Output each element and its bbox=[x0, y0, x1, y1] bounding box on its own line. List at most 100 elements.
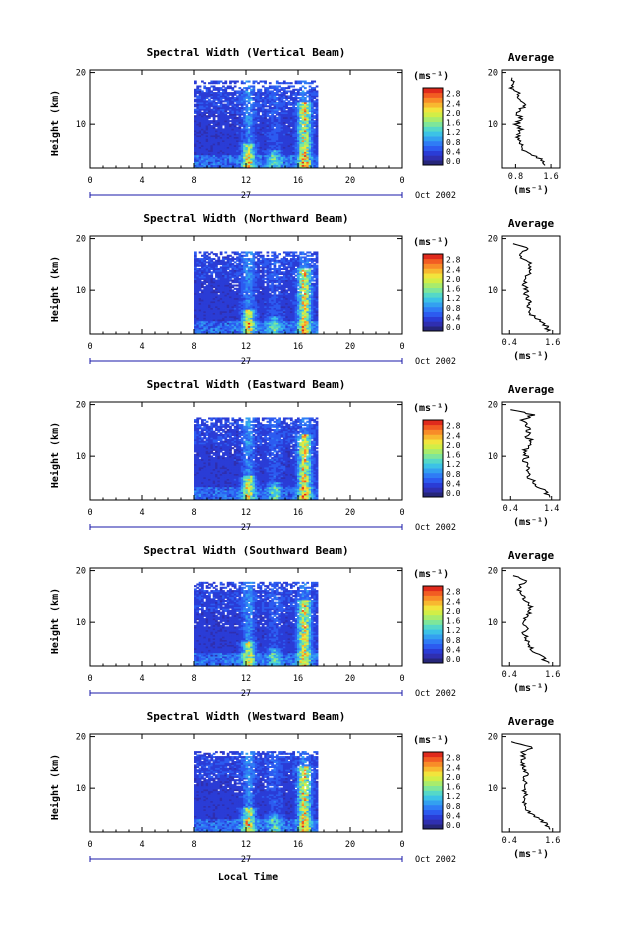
heatmap-cell bbox=[303, 153, 307, 156]
heatmap-cell bbox=[198, 88, 202, 91]
heatmap-cell bbox=[250, 148, 253, 151]
heatmap-cell bbox=[243, 130, 246, 133]
heatmap-cell bbox=[252, 138, 256, 141]
heatmap-cell bbox=[303, 98, 307, 101]
x-tick-label: 4 bbox=[139, 176, 144, 186]
heatmap-cell bbox=[215, 276, 218, 279]
heatmap-cell bbox=[222, 305, 225, 308]
heatmap-cell bbox=[254, 281, 258, 284]
heatmap-cell bbox=[311, 116, 314, 119]
heatmap-cell bbox=[294, 317, 298, 320]
avg-y-tick-label: 20 bbox=[488, 69, 498, 79]
heatmap-cell bbox=[243, 332, 246, 335]
heatmap-cell bbox=[217, 106, 221, 109]
heatmap-cell bbox=[231, 118, 235, 121]
heatmap-cell bbox=[250, 279, 253, 282]
heatmap-cell bbox=[303, 166, 307, 169]
heatmap-cell bbox=[292, 134, 296, 138]
heatmap-cell bbox=[268, 85, 272, 88]
heatmap-cell bbox=[196, 166, 200, 169]
heatmap-cell bbox=[247, 101, 251, 105]
heatmap-cell bbox=[217, 314, 221, 317]
heatmap-cell bbox=[287, 133, 291, 136]
heatmap-cell bbox=[306, 330, 310, 333]
heatmap-cell bbox=[315, 291, 319, 294]
heatmap-cell bbox=[266, 329, 270, 332]
heatmap-cell bbox=[261, 149, 265, 152]
heatmap-cell bbox=[259, 149, 263, 152]
heatmap-cell bbox=[273, 159, 277, 162]
heatmap-cell bbox=[306, 111, 310, 114]
heatmap-cell bbox=[231, 161, 235, 164]
heatmap-cell bbox=[303, 116, 307, 119]
heatmap-cell bbox=[308, 332, 312, 335]
heatmap-cell bbox=[306, 144, 310, 147]
heatmap-cell bbox=[257, 118, 260, 121]
heatmap-cell bbox=[315, 121, 319, 124]
heatmap-cell bbox=[296, 111, 300, 114]
heatmap-cell bbox=[285, 153, 288, 156]
heatmap-cell bbox=[264, 300, 267, 304]
heatmap-cell bbox=[299, 289, 303, 292]
heatmap-cell bbox=[289, 297, 293, 300]
heatmap-cell bbox=[243, 139, 246, 142]
heatmap-cell bbox=[257, 314, 260, 317]
heatmap-cell bbox=[252, 294, 256, 297]
heatmap-cell bbox=[217, 302, 221, 305]
heatmap-cell bbox=[261, 307, 265, 310]
heatmap-cell bbox=[287, 103, 291, 106]
heatmap-cell bbox=[212, 312, 216, 315]
heatmap-cell bbox=[236, 156, 239, 159]
heatmap-cell bbox=[252, 133, 256, 136]
heatmap-cell bbox=[257, 136, 260, 139]
heatmap-cell bbox=[271, 126, 274, 129]
heatmap-cell bbox=[210, 138, 214, 141]
heatmap-cell bbox=[250, 327, 253, 330]
heatmap-cell bbox=[285, 332, 288, 335]
heatmap-cell bbox=[294, 282, 298, 285]
heatmap-cell bbox=[203, 141, 207, 144]
x-tick-label: 12 bbox=[241, 176, 251, 186]
heatmap-cell bbox=[299, 128, 303, 131]
heatmap-cell bbox=[261, 277, 265, 280]
heatmap-cell bbox=[247, 146, 251, 149]
heatmap-cell bbox=[271, 314, 274, 317]
heatmap-cell bbox=[301, 332, 305, 335]
heatmap-cell bbox=[252, 281, 256, 284]
heatmap-cell bbox=[205, 151, 209, 154]
heatmap-cell bbox=[229, 327, 232, 330]
heatmap-cell bbox=[315, 146, 319, 149]
heatmap-cell bbox=[271, 98, 274, 101]
heatmap-cell bbox=[203, 123, 207, 126]
heatmap-cell bbox=[210, 163, 214, 166]
heatmap-cell bbox=[296, 281, 300, 284]
heatmap-cell bbox=[196, 258, 200, 261]
heatmap-cell bbox=[280, 319, 284, 322]
heatmap-cell bbox=[208, 106, 211, 109]
heatmap-cell bbox=[219, 95, 223, 98]
heatmap-cell bbox=[194, 299, 197, 302]
heatmap-cell bbox=[203, 116, 207, 119]
heatmap-cell bbox=[292, 128, 296, 131]
heatmap-cell bbox=[245, 279, 249, 282]
heatmap-cell bbox=[198, 100, 202, 103]
heatmap-cell bbox=[268, 82, 272, 85]
heatmap-cell bbox=[280, 315, 284, 318]
heatmap-cell bbox=[210, 101, 214, 105]
heatmap-cell bbox=[271, 284, 274, 287]
heatmap-cell bbox=[254, 130, 258, 133]
heatmap-cell bbox=[208, 299, 211, 302]
heatmap-cell bbox=[303, 291, 307, 294]
heatmap-cell bbox=[217, 126, 221, 129]
heatmap-cell bbox=[285, 133, 288, 136]
heatmap-cell bbox=[247, 121, 251, 124]
heatmap-cell bbox=[224, 128, 228, 131]
heatmap-cell bbox=[203, 279, 207, 282]
heatmap-cell bbox=[240, 101, 244, 105]
heatmap-cell bbox=[280, 166, 284, 169]
heatmap-cell bbox=[294, 289, 298, 292]
heatmap-cell bbox=[254, 149, 258, 152]
heatmap-cell bbox=[271, 315, 274, 318]
heatmap-cell bbox=[257, 123, 260, 126]
heatmap-cell bbox=[292, 148, 296, 151]
